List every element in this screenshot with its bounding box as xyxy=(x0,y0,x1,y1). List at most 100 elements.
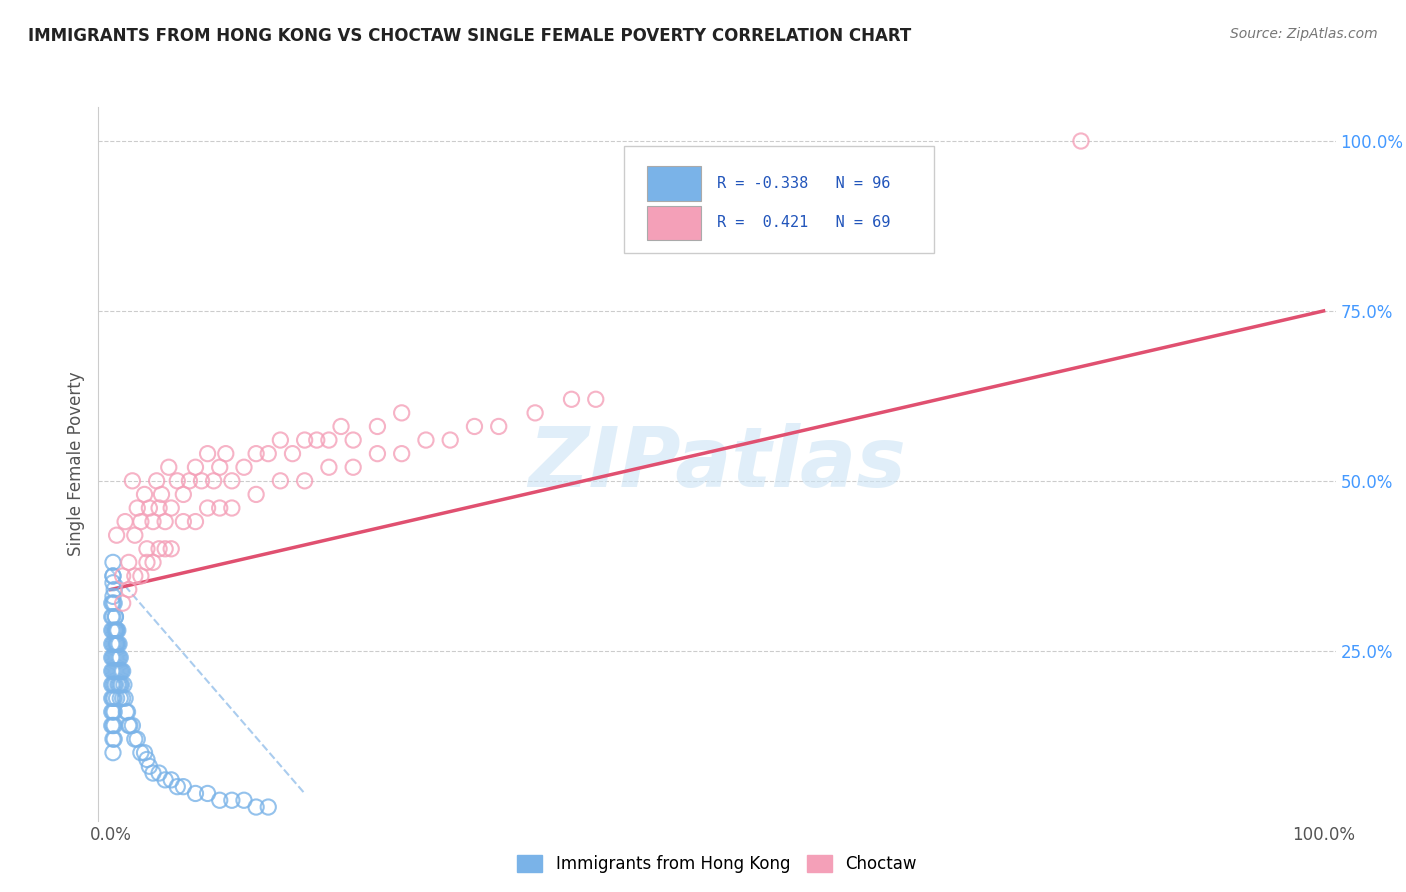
Point xyxy=(101,609,124,624)
Point xyxy=(148,541,170,556)
Point xyxy=(103,664,125,678)
Point xyxy=(101,746,124,760)
Point xyxy=(330,419,353,434)
Text: IMMIGRANTS FROM HONG KONG VS CHOCTAW SINGLE FEMALE POVERTY CORRELATION CHART: IMMIGRANTS FROM HONG KONG VS CHOCTAW SIN… xyxy=(28,27,911,45)
Point xyxy=(103,650,125,665)
Point xyxy=(107,664,129,678)
Point xyxy=(233,793,256,807)
Point xyxy=(101,575,124,590)
Point xyxy=(101,624,124,638)
Point xyxy=(118,555,141,569)
Point xyxy=(103,718,125,732)
Point xyxy=(157,460,180,475)
Point xyxy=(127,501,149,516)
Point xyxy=(100,718,122,732)
Point xyxy=(142,515,165,529)
Point xyxy=(121,474,143,488)
Point xyxy=(108,678,131,692)
Point xyxy=(115,705,138,719)
Point xyxy=(166,474,188,488)
FancyBboxPatch shape xyxy=(624,146,934,253)
Point xyxy=(104,624,127,638)
Point xyxy=(104,624,127,638)
Point xyxy=(585,392,607,407)
Point xyxy=(160,772,183,787)
Point xyxy=(105,637,128,651)
Point xyxy=(124,732,146,747)
Point xyxy=(221,793,243,807)
Point xyxy=(136,752,159,766)
Point xyxy=(108,650,131,665)
Point xyxy=(129,569,152,583)
Point xyxy=(488,419,510,434)
Point xyxy=(110,691,132,706)
Point xyxy=(366,447,388,461)
Point xyxy=(107,637,129,651)
Point xyxy=(172,487,194,501)
Point xyxy=(111,691,134,706)
Point xyxy=(142,766,165,780)
Point xyxy=(127,732,149,747)
Point xyxy=(118,582,141,597)
Point xyxy=(100,664,122,678)
Point xyxy=(415,433,437,447)
Point xyxy=(150,487,173,501)
Point xyxy=(101,569,124,583)
Point xyxy=(215,447,238,461)
Point xyxy=(208,793,231,807)
Text: Source: ZipAtlas.com: Source: ZipAtlas.com xyxy=(1230,27,1378,41)
Point xyxy=(197,447,219,461)
Point xyxy=(129,515,152,529)
Point xyxy=(153,541,176,556)
Point xyxy=(101,555,124,569)
Point xyxy=(245,487,267,501)
Point xyxy=(104,678,127,692)
Point xyxy=(184,460,207,475)
Point xyxy=(100,637,122,651)
Point xyxy=(129,746,152,760)
Point xyxy=(208,460,231,475)
Point xyxy=(269,474,291,488)
Point xyxy=(138,759,160,773)
Point xyxy=(105,528,128,542)
Point xyxy=(100,691,122,706)
Point xyxy=(101,718,124,732)
Point xyxy=(391,406,413,420)
Point xyxy=(148,766,170,780)
Point xyxy=(101,650,124,665)
Point xyxy=(105,691,128,706)
Point xyxy=(160,501,183,516)
Point xyxy=(134,487,156,501)
Point xyxy=(172,780,194,794)
Point xyxy=(101,664,124,678)
Point xyxy=(107,650,129,665)
Point xyxy=(101,691,124,706)
Point xyxy=(153,515,176,529)
Point xyxy=(439,433,461,447)
Point xyxy=(101,596,124,610)
Point xyxy=(138,501,160,516)
Point xyxy=(142,555,165,569)
FancyBboxPatch shape xyxy=(647,205,702,241)
Point xyxy=(103,705,125,719)
Point xyxy=(524,406,547,420)
Point xyxy=(110,664,132,678)
Point xyxy=(104,650,127,665)
Point xyxy=(111,664,134,678)
Point xyxy=(101,569,124,583)
Point xyxy=(105,624,128,638)
Point xyxy=(101,637,124,651)
Point xyxy=(118,718,141,732)
Point xyxy=(110,650,132,665)
Point xyxy=(124,528,146,542)
Point xyxy=(136,541,159,556)
Point xyxy=(103,678,125,692)
Point xyxy=(111,596,134,610)
Point xyxy=(103,596,125,610)
Point xyxy=(221,474,243,488)
Point xyxy=(172,515,194,529)
Point xyxy=(463,419,485,434)
Point xyxy=(305,433,328,447)
Point xyxy=(107,624,129,638)
Point xyxy=(148,501,170,516)
